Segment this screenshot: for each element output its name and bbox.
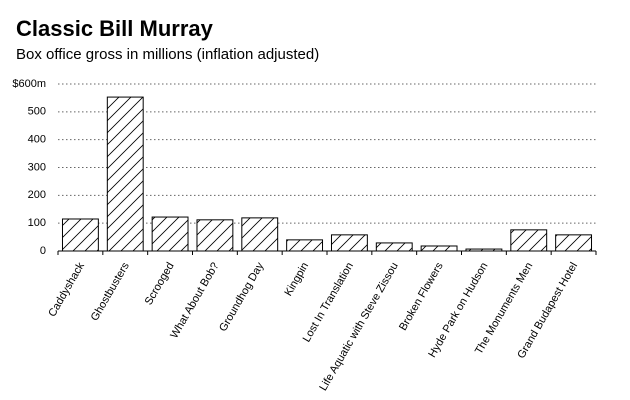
x-tick-label: Kingpin bbox=[282, 261, 311, 299]
y-tick-label: 300 bbox=[28, 161, 46, 173]
bar bbox=[241, 217, 279, 252]
bar bbox=[61, 218, 99, 252]
bar bbox=[555, 234, 593, 252]
x-tick-label: Caddyshack bbox=[46, 260, 87, 319]
y-tick-label: 0 bbox=[40, 245, 46, 257]
bar bbox=[106, 96, 144, 252]
x-tick-label: Scrooged bbox=[143, 261, 177, 308]
y-tick-label: $600m bbox=[12, 78, 46, 90]
chart-title: Classic Bill Murray bbox=[16, 16, 214, 41]
bar bbox=[330, 234, 368, 252]
y-tick-label: 200 bbox=[28, 189, 46, 201]
bar bbox=[196, 219, 234, 252]
y-tick-label: 500 bbox=[28, 106, 46, 118]
x-tick-label: Life Aquatic with Steve Zissou bbox=[317, 261, 400, 394]
bar bbox=[510, 229, 548, 252]
bar bbox=[151, 216, 189, 252]
bar bbox=[420, 245, 458, 252]
x-tick-label: Broken Flowers bbox=[397, 260, 446, 333]
x-tick-label: Ghostbusters bbox=[89, 260, 132, 323]
chart-subtitle: Box office gross in millions (inflation … bbox=[16, 46, 319, 63]
x-tick-label: Lost In Translation bbox=[301, 261, 356, 345]
bar bbox=[286, 239, 324, 252]
x-tick-label: Groundhog Day bbox=[217, 260, 266, 334]
y-tick-label: 100 bbox=[28, 217, 46, 229]
y-tick-label: 400 bbox=[28, 134, 46, 146]
bar bbox=[375, 242, 413, 252]
x-tick-label: What About Bob? bbox=[168, 261, 221, 341]
